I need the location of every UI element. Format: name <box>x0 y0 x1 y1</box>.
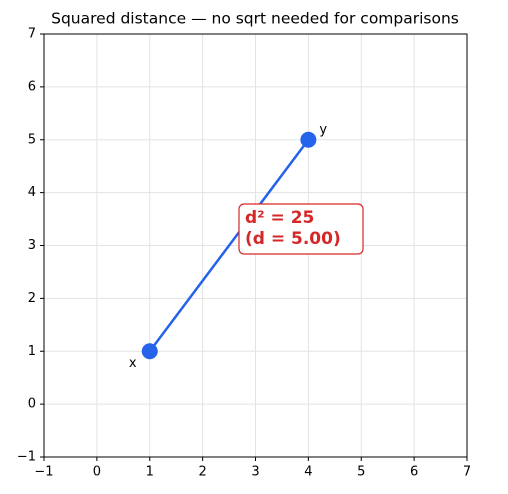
x-tick-label: −1 <box>34 465 53 480</box>
plot-frame <box>43 33 468 458</box>
y-tick-label: 6 <box>28 79 36 94</box>
y-tick-label: 5 <box>28 132 36 147</box>
y-tick-label: 1 <box>28 344 36 359</box>
x-tick-label: 3 <box>251 465 259 480</box>
x-tick-label: 0 <box>93 465 101 480</box>
y-tick-label: 3 <box>28 238 36 253</box>
x-tick-label: 2 <box>198 465 206 480</box>
y-tick-label: −1 <box>17 450 36 465</box>
x-tick-label: 1 <box>146 465 154 480</box>
chart-title: Squared distance — no sqrt needed for co… <box>51 10 459 28</box>
x-tick-label: 5 <box>357 465 365 480</box>
annotation-text: (d = 5.00) <box>245 229 341 249</box>
y-tick-label: 0 <box>28 397 36 412</box>
x-tick-label: 4 <box>304 465 312 480</box>
annotation-box <box>238 203 364 255</box>
y-tick-label: 7 <box>28 27 36 42</box>
point-label: y <box>319 122 327 137</box>
point-label: x <box>129 356 137 371</box>
x-tick-label: 6 <box>410 465 418 480</box>
point <box>141 343 158 360</box>
annotation-text: d² = 25 <box>245 208 314 228</box>
point <box>300 131 317 148</box>
y-tick-label: 2 <box>28 291 36 306</box>
x-tick-label: 7 <box>463 465 471 480</box>
y-tick-label: 4 <box>28 185 36 200</box>
line <box>148 139 310 352</box>
